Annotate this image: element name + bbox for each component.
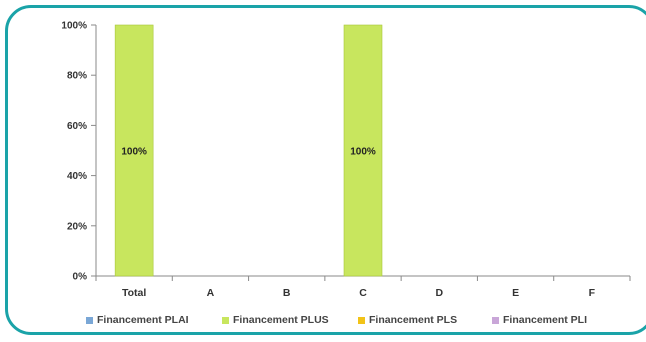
- x-category-label: E: [512, 287, 519, 299]
- legend-swatch-icon: [86, 316, 93, 324]
- y-tick-label: 60%: [67, 121, 87, 132]
- legend-item: Financement PLAI: [86, 314, 189, 326]
- bar-c: [343, 24, 383, 277]
- data-label: 100%: [121, 147, 147, 158]
- data-labels: 100% 100%: [121, 147, 376, 158]
- legend-item: Financement PLUS: [222, 314, 329, 326]
- x-category-label: F: [589, 287, 596, 299]
- y-tick-label: 100%: [61, 21, 87, 32]
- chart-legend: Financement PLAI Financement PLUS Financem…: [0, 314, 646, 332]
- legend-swatch-icon: [358, 316, 365, 324]
- legend-item: Financement PLS: [358, 314, 457, 326]
- legend-swatch-icon: [492, 316, 499, 324]
- legend-label: Financement PLI: [503, 314, 588, 326]
- data-label: 100%: [350, 147, 376, 158]
- y-tick-label: 20%: [67, 221, 87, 232]
- x-category-label: D: [435, 287, 443, 299]
- x-category-label: B: [283, 287, 291, 299]
- x-category-label: A: [207, 287, 215, 299]
- legend-label: Financement PLS: [369, 314, 458, 326]
- bar-total: [114, 24, 154, 277]
- x-category-label: C: [359, 287, 367, 299]
- y-axis-ticks: 0% 20% 40% 60% 80% 100%: [61, 21, 96, 283]
- y-tick-label: 40%: [67, 171, 87, 182]
- legend-item: Financement PLI: [492, 314, 587, 326]
- chart-bars: [114, 24, 383, 277]
- y-tick-label: 80%: [67, 71, 87, 82]
- legend-label: Financement PLUS: [233, 314, 329, 326]
- y-tick-label: 0%: [73, 272, 88, 283]
- chart-frame: [5, 5, 646, 335]
- x-axis-categories: Total A B C D E F: [122, 287, 596, 299]
- legend-label: Financement PLAI: [97, 314, 189, 326]
- legend-swatch-icon: [222, 316, 229, 324]
- x-category-label: Total: [122, 287, 146, 299]
